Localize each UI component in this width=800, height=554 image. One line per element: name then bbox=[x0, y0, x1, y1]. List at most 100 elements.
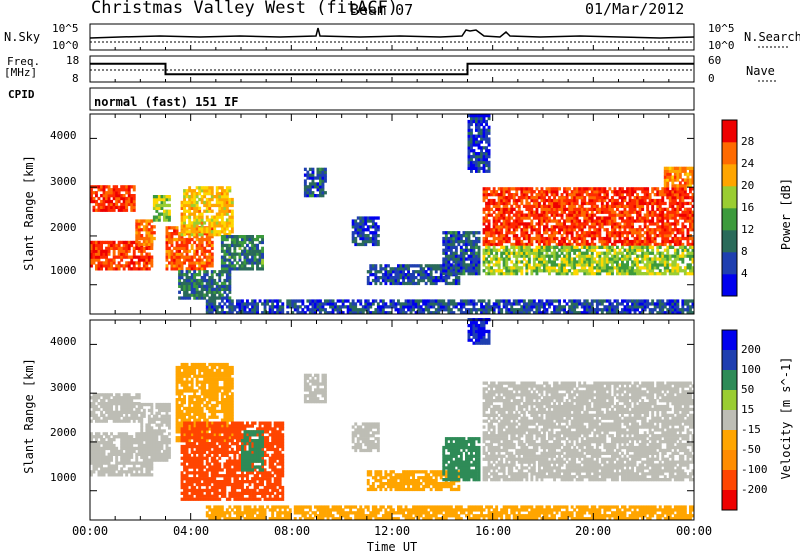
velocity-ytick-4000: 4000 bbox=[50, 335, 77, 348]
heatmap-cell bbox=[560, 234, 564, 238]
heatmap-cell bbox=[691, 169, 695, 173]
heatmap-cell bbox=[548, 254, 551, 258]
heatmap-cell bbox=[389, 305, 393, 309]
heatmap-cell bbox=[366, 228, 370, 232]
heatmap-cell bbox=[515, 308, 519, 312]
heatmap-cell bbox=[545, 245, 549, 249]
heatmap-cell bbox=[228, 186, 232, 190]
heatmap-cell bbox=[183, 206, 186, 210]
heatmap-cell bbox=[673, 299, 677, 303]
heatmap-cell bbox=[203, 227, 207, 231]
heatmap-cell bbox=[120, 188, 124, 192]
heatmap-cell bbox=[636, 187, 639, 191]
heatmap-cell bbox=[115, 455, 119, 459]
heatmap-cell bbox=[454, 302, 458, 306]
heatmap-cell bbox=[137, 264, 141, 268]
heatmap-cell bbox=[507, 210, 511, 214]
heatmap-cell bbox=[643, 222, 647, 226]
heatmap-cell bbox=[225, 258, 229, 262]
heatmap-cell bbox=[462, 266, 466, 270]
heatmap-cell bbox=[228, 308, 232, 312]
heatmap-cell bbox=[550, 225, 554, 229]
heatmap-cell bbox=[495, 299, 499, 303]
heatmap-cell bbox=[686, 239, 690, 244]
heatmap-cell bbox=[525, 204, 529, 208]
heatmap-cell bbox=[110, 467, 113, 471]
heatmap-cell bbox=[497, 299, 501, 303]
heatmap-cell bbox=[563, 222, 566, 226]
heatmap-cell bbox=[678, 231, 682, 235]
heatmap-cell bbox=[600, 239, 604, 244]
heatmap-cell bbox=[520, 193, 524, 197]
heatmap-cell bbox=[663, 181, 667, 185]
heatmap-cell bbox=[454, 245, 458, 249]
heatmap-cell bbox=[661, 254, 665, 258]
heatmap-cell bbox=[268, 311, 272, 315]
heatmap-cell bbox=[565, 213, 569, 217]
heatmap-cell bbox=[663, 187, 667, 191]
heatmap-cell bbox=[593, 242, 597, 247]
heatmap-cell bbox=[648, 219, 652, 223]
heatmap-cell bbox=[563, 272, 566, 276]
heatmap-cell bbox=[215, 192, 219, 196]
heatmap-cell bbox=[661, 311, 665, 315]
heatmap-cell bbox=[666, 257, 670, 261]
heatmap-cell bbox=[465, 257, 468, 261]
heatmap-cell bbox=[656, 299, 660, 303]
heatmap-cell bbox=[603, 196, 607, 200]
heatmap-cell bbox=[319, 167, 322, 171]
heatmap-cell bbox=[545, 260, 549, 264]
heatmap-cell bbox=[611, 190, 614, 194]
heatmap-cell bbox=[495, 236, 499, 241]
heatmap-cell bbox=[535, 222, 539, 226]
heatmap-cell bbox=[107, 438, 111, 442]
heatmap-cell bbox=[681, 210, 685, 214]
heatmap-cell bbox=[208, 249, 212, 253]
heatmap-cell bbox=[374, 311, 378, 315]
heatmap-cell bbox=[215, 212, 219, 216]
heatmap-cell bbox=[512, 254, 516, 258]
heatmap-cell bbox=[220, 192, 224, 196]
heatmap-cell bbox=[643, 305, 647, 309]
heatmap-cell bbox=[668, 305, 672, 309]
heatmap-cell bbox=[475, 140, 478, 144]
heatmap-cell bbox=[681, 254, 685, 258]
heatmap-cell bbox=[666, 181, 670, 185]
heatmap-cell bbox=[193, 270, 197, 274]
heatmap-cell bbox=[683, 272, 687, 276]
heatmap-cell bbox=[641, 299, 645, 303]
heatmap-cell bbox=[205, 218, 209, 222]
heatmap-cell bbox=[208, 203, 212, 208]
heatmap-cell bbox=[530, 308, 534, 312]
heatmap-cell bbox=[419, 311, 423, 315]
heatmap-cell bbox=[535, 251, 539, 255]
heatmap-cell bbox=[588, 308, 592, 312]
heatmap-cell bbox=[605, 251, 609, 255]
heatmap-cell bbox=[208, 230, 212, 234]
heatmap-cell bbox=[681, 311, 685, 315]
heatmap-cell bbox=[100, 205, 103, 209]
heatmap-cell bbox=[190, 203, 194, 208]
heatmap-cell bbox=[555, 210, 559, 214]
heatmap-cell bbox=[472, 257, 476, 261]
heatmap-cell bbox=[623, 196, 627, 200]
heatmap-cell bbox=[137, 249, 141, 253]
heatmap-cell bbox=[495, 231, 499, 235]
heatmap-cell bbox=[512, 236, 516, 241]
heatmap-cell bbox=[631, 248, 634, 252]
heatmap-cell bbox=[200, 284, 204, 288]
heatmap-cell bbox=[223, 284, 227, 288]
heatmap-cell bbox=[92, 208, 96, 212]
heatmap-cell bbox=[147, 234, 151, 238]
heatmap-cell bbox=[374, 216, 378, 220]
heatmap-cell bbox=[676, 308, 680, 312]
heatmap-cell bbox=[271, 302, 275, 306]
heatmap-cell bbox=[457, 278, 461, 283]
heatmap-cell bbox=[470, 245, 473, 249]
heatmap-cell bbox=[359, 242, 363, 247]
heatmap-cell bbox=[442, 272, 446, 276]
heatmap-cell bbox=[658, 216, 662, 220]
heatmap-cell bbox=[107, 243, 111, 248]
heatmap-cell bbox=[530, 231, 534, 235]
heatmap-cell bbox=[540, 311, 544, 315]
